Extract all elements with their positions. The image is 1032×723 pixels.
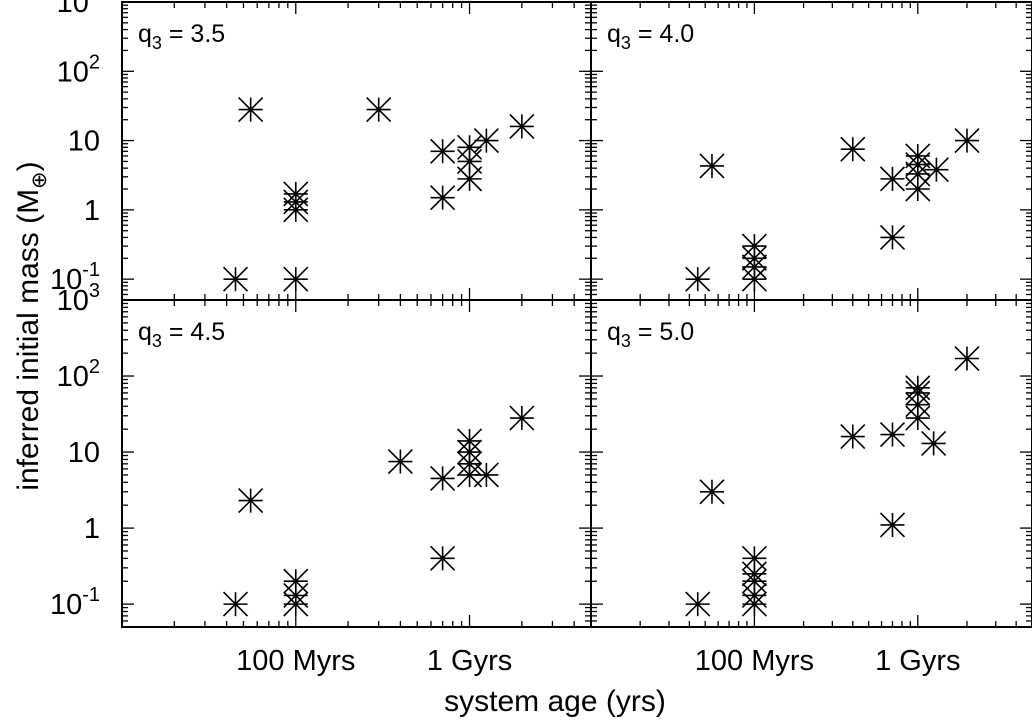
- panel-label: q3 = 4.0: [607, 20, 694, 53]
- y-tick-label: 10: [68, 126, 100, 158]
- panel-3: q3 = 4.5: [121, 299, 592, 628]
- panel-label: q3 = 4.5: [138, 318, 225, 351]
- x-tick-label: 1 Gyrs: [427, 645, 512, 677]
- data-point: [430, 185, 456, 211]
- data-point: [879, 512, 906, 538]
- y-tick-label: 103: [57, 280, 100, 317]
- data-point: [685, 591, 711, 617]
- data-point: [473, 128, 499, 154]
- data-point: [921, 430, 947, 456]
- x-tick-label: 1 Gyrs: [875, 645, 960, 677]
- panel-label-q: q: [607, 20, 621, 48]
- panels-group: q3 = 3.5 q3 = 4.0q3 = 4.5 q3 = 5.0: [121, 1, 1032, 628]
- panel-label: q3 = 3.5: [138, 20, 225, 53]
- data-point: [741, 233, 767, 259]
- data-point: [283, 582, 309, 609]
- data-point: [741, 582, 767, 609]
- panel-label-q: q: [138, 318, 152, 346]
- y-tick-label: 10-1: [50, 259, 100, 296]
- data-point: [238, 97, 264, 123]
- data-point: [366, 97, 392, 123]
- data-point: [456, 134, 483, 160]
- data-point: [840, 423, 866, 450]
- x-tick-labels: 100 Myrs 1 Gyrs 100 Myrs 1 Gyrs: [236, 645, 960, 677]
- panel-label-value: = 3.5: [162, 20, 225, 48]
- y-tick-label: 102: [57, 356, 100, 393]
- y-tick-label: 1: [84, 513, 100, 545]
- data-point: [905, 143, 931, 169]
- y-tick-label: 102: [57, 51, 100, 88]
- data-point: [430, 545, 456, 571]
- data-point: [879, 166, 906, 192]
- data-point: [741, 561, 767, 587]
- data-point: [840, 136, 866, 162]
- y-axis-label: inferred initial mass (M⊕): [12, 161, 51, 490]
- y-axis-label-close: ): [12, 161, 45, 171]
- y-axis-label-sub: ⊕: [28, 171, 51, 189]
- data-point: [905, 405, 931, 431]
- data-point: [923, 157, 949, 183]
- data-point: [905, 176, 931, 202]
- data-point: [456, 166, 483, 192]
- data-point: [699, 479, 725, 505]
- panel-2: q3 = 4.0: [590, 1, 1032, 301]
- x-tick-label: 100 Myrs: [695, 645, 814, 677]
- data-point: [685, 266, 711, 292]
- panel-label-sub: 3: [152, 331, 162, 351]
- data-point: [222, 266, 249, 292]
- data-point: [741, 545, 767, 571]
- panel-label-sub: 3: [152, 33, 162, 53]
- panel-frame: [121, 299, 592, 628]
- data-point: [954, 345, 980, 372]
- data-point: [879, 224, 906, 250]
- panel-label-value: = 4.5: [162, 318, 225, 346]
- panel-label-sub: 3: [621, 331, 631, 351]
- data-point: [283, 181, 309, 207]
- y-tick-label: 10: [68, 437, 100, 469]
- data-point: [509, 113, 535, 139]
- panel-label: q3 = 5.0: [607, 318, 694, 351]
- data-point: [699, 153, 725, 179]
- panel-1: q3 = 3.5: [121, 1, 592, 301]
- data-point: [954, 128, 980, 154]
- panel-label-sub: 3: [621, 33, 631, 53]
- data-point: [456, 148, 483, 174]
- data-point: [473, 462, 499, 488]
- data-point: [430, 465, 456, 491]
- data-point: [509, 405, 535, 431]
- panel-label-value: = 4.0: [631, 20, 694, 48]
- panel-4: q3 = 5.0: [590, 299, 1032, 628]
- data-point: [456, 428, 483, 454]
- data-point: [741, 245, 767, 271]
- data-point: [879, 421, 906, 448]
- y-tick-label: 1: [84, 195, 100, 227]
- x-tick-label: 100 Myrs: [236, 645, 355, 677]
- panel-label-q: q: [607, 318, 621, 346]
- x-axis-label: system age (yrs): [444, 685, 666, 718]
- panel-label-value: = 5.0: [631, 318, 694, 346]
- panel-frame: [590, 299, 1032, 628]
- data-point: [905, 375, 931, 401]
- data-point: [387, 448, 413, 475]
- data-point: [741, 266, 767, 292]
- data-point: [238, 488, 264, 514]
- y-tick-label: 10-1: [50, 584, 100, 621]
- y-axis-label-main: inferred initial mass (M: [12, 189, 45, 491]
- data-point: [430, 138, 456, 164]
- panel-label-q: q: [138, 20, 152, 48]
- data-point: [283, 266, 309, 292]
- y-tick-label: 103: [57, 0, 100, 19]
- data-point: [222, 591, 249, 617]
- data-point: [283, 568, 309, 594]
